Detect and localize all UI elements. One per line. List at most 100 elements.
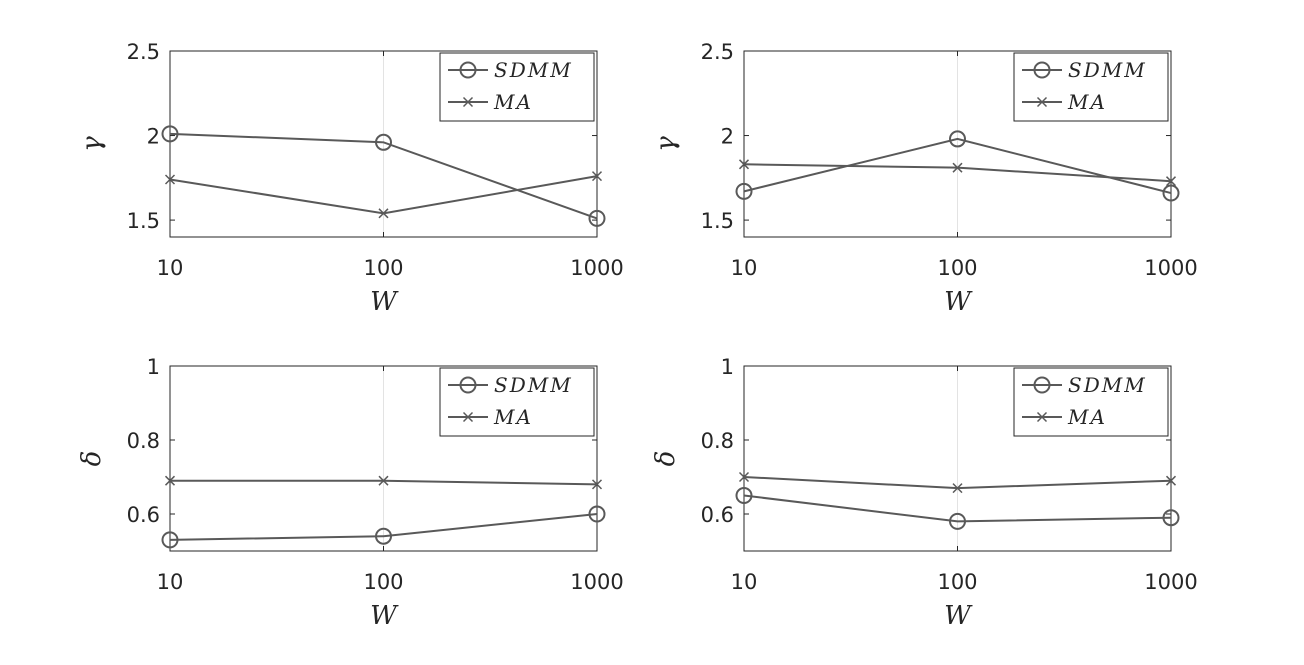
series-sdmm bbox=[735, 487, 1180, 530]
series-ma bbox=[738, 159, 1177, 187]
legend: SDMM MA bbox=[439, 52, 595, 122]
x-tick-label: 10 bbox=[731, 570, 758, 594]
data-point-ma bbox=[738, 471, 750, 483]
y-tick-label: 2 bbox=[721, 125, 734, 149]
series-sdmm bbox=[735, 130, 1180, 202]
series-line-sdmm bbox=[743, 137, 1172, 195]
data-point-ma bbox=[591, 171, 603, 182]
x-marker-stroke bbox=[378, 475, 389, 486]
data-point-sdmm bbox=[375, 133, 392, 151]
legend-label: MA bbox=[1067, 90, 1107, 114]
x-axis-label: W bbox=[944, 601, 973, 631]
legend-marker-x bbox=[462, 411, 474, 423]
data-point-sdmm bbox=[949, 512, 966, 530]
series-sdmm bbox=[161, 125, 606, 227]
legend: SDMM MA bbox=[439, 367, 595, 437]
legend-item-sdmm: SDMM bbox=[448, 373, 573, 397]
y-axis-label: γ bbox=[651, 136, 681, 152]
legend-item-ma: MA bbox=[1022, 90, 1107, 114]
legend-item-ma: MA bbox=[1022, 405, 1107, 429]
subplot-4: 10 100 1000 0.6 0.8 1 Wδ SDMM MA bbox=[651, 355, 1198, 631]
legend: SDMM MA bbox=[1013, 52, 1169, 122]
x-tick-label: 10 bbox=[157, 256, 184, 280]
x-tick-label: 100 bbox=[937, 256, 977, 280]
series-line-sdmm bbox=[169, 132, 598, 220]
legend-item-ma: MA bbox=[448, 405, 533, 429]
x-tick-label: 1000 bbox=[1144, 256, 1197, 280]
y-tick-label: 1 bbox=[721, 355, 734, 379]
legend-marker-x bbox=[1036, 411, 1048, 423]
x-axis-label: W bbox=[370, 601, 399, 631]
data-point-ma bbox=[952, 162, 963, 173]
x-axis-label: W bbox=[370, 287, 399, 317]
data-point-sdmm bbox=[1162, 184, 1180, 202]
y-tick-label: 1.5 bbox=[701, 209, 734, 233]
legend-item-sdmm: SDMM bbox=[448, 58, 573, 82]
x-marker-stroke bbox=[952, 483, 963, 494]
legend-label: MA bbox=[493, 90, 533, 114]
x-marker-stroke bbox=[952, 162, 963, 173]
y-tick-label: 2.5 bbox=[701, 40, 734, 64]
y-tick-label: 1 bbox=[147, 355, 160, 379]
legend-label: SDMM bbox=[494, 373, 573, 397]
x-tick-label: 100 bbox=[363, 570, 403, 594]
legend-item-sdmm: SDMM bbox=[1022, 373, 1145, 397]
data-point-ma bbox=[591, 479, 603, 490]
subplot-3: 10 100 1000 0.6 0.8 1 Wδ SDMM MA bbox=[77, 355, 624, 631]
y-tick-label: 2 bbox=[147, 125, 160, 149]
legend-label: MA bbox=[493, 405, 533, 429]
x-marker-stroke bbox=[738, 159, 750, 170]
data-point-ma bbox=[378, 208, 389, 219]
legend-box bbox=[1013, 52, 1169, 122]
legend-marker-circle bbox=[459, 376, 477, 394]
data-point-sdmm bbox=[1162, 509, 1180, 527]
series-sdmm bbox=[161, 505, 606, 549]
legend-marker-x bbox=[1036, 96, 1048, 108]
legend-box bbox=[439, 52, 595, 122]
x-marker-stroke bbox=[378, 208, 389, 219]
legend-box bbox=[439, 367, 595, 437]
legend-item-sdmm: SDMM bbox=[1022, 58, 1147, 82]
series-ma bbox=[164, 475, 603, 490]
legend-label: MA bbox=[1067, 405, 1107, 429]
y-tick-label: 1.5 bbox=[127, 209, 160, 233]
data-point-ma bbox=[164, 174, 176, 185]
y-axis-label: γ bbox=[77, 136, 107, 152]
y-tick-label: 0.6 bbox=[127, 503, 160, 527]
data-point-sdmm bbox=[735, 487, 753, 504]
x-marker-stroke bbox=[164, 475, 176, 486]
x-marker-stroke bbox=[591, 171, 603, 182]
series-line-sdmm bbox=[169, 513, 598, 541]
data-point-ma bbox=[1165, 475, 1177, 486]
y-tick-label: 0.8 bbox=[127, 429, 160, 453]
x-marker-stroke bbox=[164, 174, 176, 185]
data-point-sdmm bbox=[375, 527, 392, 545]
x-tick-label: 100 bbox=[363, 256, 403, 280]
y-axis-label: δ bbox=[77, 451, 107, 467]
x-axis-label: W bbox=[944, 287, 973, 317]
legend-box bbox=[1013, 367, 1169, 437]
series-ma bbox=[738, 471, 1177, 494]
data-point-sdmm bbox=[161, 531, 179, 549]
y-tick-label: 2.5 bbox=[127, 40, 160, 64]
data-point-ma bbox=[378, 475, 389, 486]
legend-label: SDMM bbox=[494, 58, 573, 82]
legend: SDMM MA bbox=[1013, 367, 1169, 437]
series-line-sdmm bbox=[743, 494, 1172, 523]
subplot-2: 10 100 1000 1.5 2 2.5 Wγ SDMM MA bbox=[651, 40, 1198, 317]
x-tick-label: 1000 bbox=[570, 256, 623, 280]
y-axis-label: δ bbox=[651, 451, 681, 467]
legend-label: SDMM bbox=[1068, 58, 1147, 82]
x-tick-label: 10 bbox=[731, 256, 758, 280]
data-point-sdmm bbox=[588, 209, 606, 227]
series-ma bbox=[164, 171, 603, 219]
x-marker-stroke bbox=[591, 479, 603, 490]
x-marker-stroke bbox=[738, 471, 750, 483]
data-point-ma bbox=[952, 483, 963, 494]
y-tick-label: 0.6 bbox=[701, 503, 734, 527]
data-point-ma bbox=[164, 475, 176, 486]
legend-item-ma: MA bbox=[448, 90, 533, 114]
x-tick-label: 1000 bbox=[570, 570, 623, 594]
legend-marker-circle bbox=[459, 61, 477, 79]
